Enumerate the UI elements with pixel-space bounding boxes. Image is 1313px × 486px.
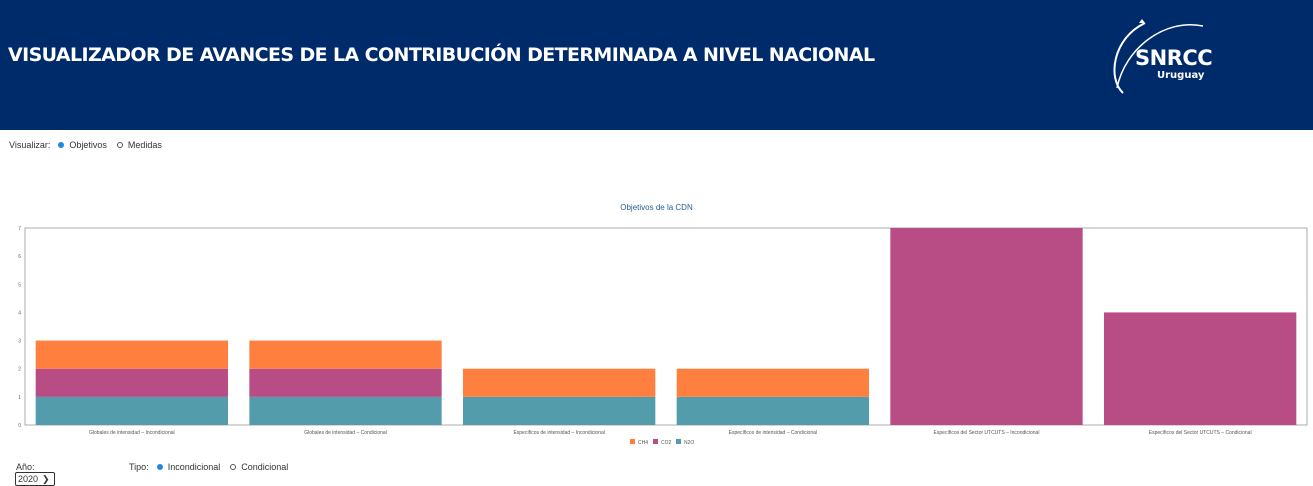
bar-segment-n2o [676, 396, 869, 425]
radio-objetivos[interactable]: Objetivos [58, 140, 107, 150]
radio-incondicional-label: Incondicional [167, 462, 221, 472]
y-tick-label: 3 [18, 339, 21, 345]
snrcc-logo: SNRCC Uruguay [1105, 8, 1235, 108]
bar-segment-ch4 [249, 340, 442, 369]
bar-segment-ch4 [463, 368, 656, 397]
page-title: VISUALIZADOR DE AVANCES DE LA CONTRIBUCI… [8, 44, 875, 66]
visualizar-label: Visualizar: [9, 140, 51, 150]
bar-segment-n2o [35, 396, 228, 425]
bar-segment-co2 [890, 228, 1083, 425]
radio-unselected-icon [230, 464, 237, 470]
year-select[interactable]: 2020 ❯ [15, 472, 55, 486]
year-label: Año: [16, 462, 35, 472]
y-tick-label: 5 [18, 282, 21, 288]
chevron-down-icon: ❯ [42, 473, 50, 484]
app-header: VISUALIZADOR DE AVANCES DE LA CONTRIBUCI… [0, 0, 1313, 130]
x-tick-label: Globales de intensidad – Condicional [304, 430, 387, 436]
stacked-bar-chart: 0 1 2 3 4 5 6 7 Globales de intensidad – Incondi… [18, 226, 1308, 446]
bar-segment-ch4 [676, 368, 869, 397]
bar-segment-co2 [1104, 312, 1297, 425]
legend-swatch [630, 439, 635, 444]
x-tick-label: Globales de intensidad – Incondicional [89, 430, 175, 436]
radio-incondicional[interactable]: Incondicional [156, 462, 221, 472]
y-tick-label: 7 [18, 226, 21, 232]
y-tick-label: 2 [18, 367, 21, 373]
chart-title: Objetivos de la CDN [620, 203, 693, 212]
radio-selected-icon [156, 464, 163, 470]
tipo-group: Tipo: Incondicional Condicional [129, 462, 298, 472]
x-tick-label: Específicos del Sector UTCUTS – Incondic… [934, 430, 1040, 436]
bar-segment-n2o [463, 396, 656, 425]
legend-label: CH4 [638, 440, 648, 446]
x-tick-label: Específicos de intensidad – Condicional [729, 430, 817, 436]
y-tick-label: 0 [18, 423, 21, 429]
tipo-label: Tipo: [129, 462, 149, 472]
radio-medidas[interactable]: Medidas [116, 140, 162, 150]
bar-segment-co2 [35, 368, 228, 397]
legend-label: N2O [684, 440, 694, 446]
radio-selected-icon [58, 142, 65, 148]
legend-swatch [653, 439, 658, 444]
y-tick-label: 1 [18, 395, 21, 401]
legend-label: CO2 [661, 440, 672, 446]
x-tick-label: Específicos de intensidad – Incondiciona… [513, 430, 604, 436]
y-tick-label: 4 [18, 310, 21, 316]
year-value: 2020 [18, 474, 39, 484]
radio-condicional[interactable]: Condicional [230, 462, 288, 472]
radio-condicional-label: Condicional [241, 462, 289, 472]
visualizar-group: Visualizar: Objetivos Medidas [9, 140, 172, 150]
legend-swatch [676, 439, 681, 444]
plot-frame [24, 227, 1308, 426]
bar-segment-ch4 [35, 340, 228, 369]
logo-subtext: Uruguay [1157, 70, 1205, 81]
bar-segment-co2 [249, 368, 442, 397]
y-tick-label: 6 [18, 254, 21, 260]
bar-segment-n2o [249, 396, 442, 425]
x-tick-label: Específicos del Sector UTCUTS – Condicio… [1149, 430, 1252, 436]
radio-medidas-label: Medidas [127, 140, 162, 150]
radio-objetivos-label: Objetivos [69, 140, 107, 150]
radio-unselected-icon [116, 142, 123, 148]
logo-text: SNRCC [1135, 46, 1213, 70]
